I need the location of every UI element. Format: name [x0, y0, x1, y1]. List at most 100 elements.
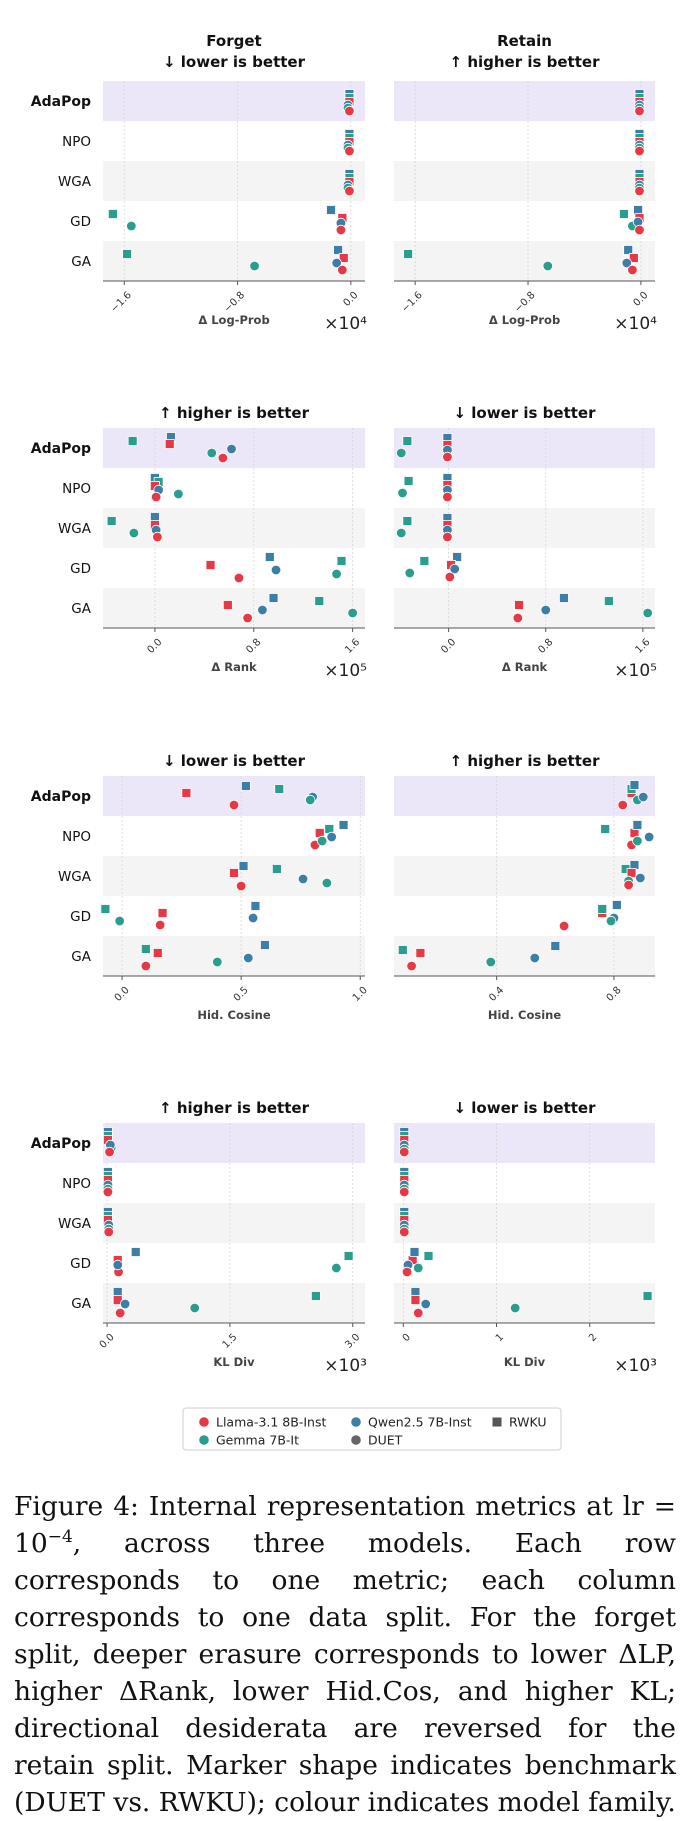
row-band-adapop-r0c0 — [103, 81, 365, 121]
point-wga-gemma-duet-r1c1 — [396, 527, 407, 539]
point-wga-gemma-rwku-r1c1 — [402, 516, 413, 526]
point-gd-qwen-rwku-r1c0 — [264, 552, 275, 562]
point-gd-qwen-rwku-r0c0 — [326, 205, 336, 215]
point-npo-gemma-rwku-r1c1 — [403, 476, 414, 486]
point-npo-llama-duet-r0c0 — [344, 145, 355, 157]
point-ga-qwen-duet-r0c1 — [621, 257, 632, 269]
caption-exponent: −4 — [47, 1527, 73, 1547]
point-adapop-qwen-rwku-r2c0 — [241, 781, 251, 791]
row-band-ga-r0c0 — [103, 241, 365, 281]
point-wga-gemma-rwku-r1c0 — [106, 516, 117, 526]
row-band-adapop-r1c1 — [394, 428, 655, 468]
point-npo-llama-duet-r1c0 — [150, 491, 162, 503]
point-wga-llama-duet-r1c0 — [152, 531, 163, 543]
panel-subtitle-r0c0: ↓ lower is better — [163, 53, 306, 71]
point-wga-qwen-rwku-r2c0 — [238, 861, 249, 871]
point-ga-gemma-rwku-r3c1 — [642, 1291, 653, 1301]
point-gd-llama-duet-r1c0 — [233, 572, 245, 584]
point-ga-gemma-duet-r0c0 — [249, 260, 260, 272]
point-ga-gemma-rwku-r3c0 — [310, 1291, 321, 1301]
point-adapop-gemma-duet-r1c1 — [396, 447, 407, 459]
point-adapop-llama-rwku-r2c0 — [181, 788, 192, 798]
point-adapop-gemma-duet-r2c0 — [305, 794, 316, 806]
x-tick-label-r3c0-0: 0.0 — [98, 1332, 117, 1351]
point-gd-qwen-duet-r1c0 — [270, 564, 282, 576]
point-npo-llama-duet-r1c1 — [442, 491, 453, 503]
row-band-adapop-r3c0 — [103, 1123, 365, 1163]
panel-subtitle-r2c1: ↑ higher is better — [450, 752, 601, 770]
column-title-forget: Forget — [206, 32, 261, 50]
x-axis-label-r0c0: Δ Log-Prob — [198, 313, 269, 327]
point-wga-llama-duet-r3c0 — [103, 1226, 114, 1238]
point-wga-llama-duet-r0c1 — [634, 185, 645, 197]
point-ga-qwen-rwku-r0c0 — [333, 245, 343, 255]
point-gd-qwen-duet-r3c0 — [112, 1259, 123, 1271]
row-band-wga-r1c1 — [394, 508, 655, 548]
point-ga-qwen-rwku-r0c1 — [623, 245, 634, 255]
legend-label-duet: DUET — [368, 1433, 403, 1448]
x-axis-label-r1c0: Δ Rank — [211, 660, 257, 674]
point-gd-gemma-duet-r2c1 — [605, 915, 617, 927]
point-ga-qwen-rwku-r2c0 — [260, 940, 270, 950]
point-npo-llama-duet-r3c1 — [399, 1186, 410, 1198]
point-wga-llama-duet-r0c0 — [344, 185, 355, 197]
point-gd-llama-rwku-r2c0 — [157, 908, 168, 918]
point-ga-llama-rwku-r2c0 — [152, 948, 163, 958]
point-gd-qwen-rwku-r2c1 — [611, 900, 622, 910]
panel-subtitle-r3c0: ↑ higher is better — [159, 1099, 310, 1117]
point-npo-qwen-rwku-r2c0 — [338, 820, 349, 830]
legend-box — [182, 1407, 562, 1451]
point-gd-llama-duet-r3c1 — [401, 1266, 413, 1278]
legend-label-rwku: RWKU — [509, 1415, 547, 1430]
x-tick-label-r0c1-0: −1.6 — [400, 290, 425, 315]
point-ga-llama-duet-r0c0 — [337, 264, 348, 276]
x-tick-label-r0c0-1: −0.8 — [222, 290, 247, 315]
row-label-npo-r1c0: NPO — [62, 481, 91, 497]
legend-marker-llama — [199, 1417, 209, 1427]
point-gd-gemma-rwku-r1c1 — [419, 556, 430, 566]
panel-subtitle-r3c1: ↓ lower is better — [453, 1099, 596, 1117]
x-tick-label-r1c0-2: 1.6 — [343, 637, 362, 656]
point-ga-llama-duet-r0c1 — [627, 264, 638, 276]
point-wga-llama-duet-r2c0 — [235, 880, 247, 892]
point-adapop-qwen-duet-r1c0 — [226, 443, 237, 455]
x-axis-exponent-r3c0: ×10³ — [324, 1356, 367, 1376]
row-label-adapop-r3c0: AdaPop — [31, 1136, 91, 1152]
point-adapop-llama-duet-r0c0 — [344, 105, 355, 117]
point-adapop-gemma-rwku-r2c0 — [274, 784, 285, 794]
point-npo-gemma-duet-r2c0 — [316, 835, 328, 847]
panel-subtitle-r1c0: ↑ higher is better — [159, 404, 310, 422]
row-label-gd-r0c0: GD — [70, 214, 91, 230]
point-gd-llama-duet-r2c1 — [558, 920, 570, 932]
panel-subtitle-r1c1: ↓ lower is better — [453, 404, 596, 422]
point-ga-gemma-rwku-r2c0 — [140, 944, 151, 954]
point-ga-qwen-duet-r3c1 — [420, 1298, 431, 1310]
point-adapop-llama-duet-r3c0 — [104, 1146, 115, 1158]
point-wga-llama-rwku-r2c0 — [229, 868, 239, 878]
caption-text: , across three models. Each row correspo… — [14, 1528, 676, 1818]
point-npo-qwen-duet-r2c1 — [643, 831, 655, 843]
point-ga-llama-rwku-r1c1 — [514, 600, 524, 610]
point-adapop-gemma-rwku-r1c1 — [402, 436, 413, 446]
point-gd-llama-duet-r0c0 — [335, 224, 347, 236]
figure-4-chart-grid: Forget Retain ↓ lower is better −1.6 −0.8 0.0… — [31, 32, 657, 1451]
caption-prefix: Figure 4: Internal representation metric… — [14, 1491, 676, 1559]
row-band-ga-r2c1 — [394, 936, 655, 976]
point-npo-qwen-duet-r2c0 — [326, 831, 337, 843]
row-band-adapop-r2c1 — [394, 776, 655, 816]
row-label-npo-r0c0: NPO — [62, 134, 91, 150]
point-ga-gemma-duet-r1c0 — [347, 607, 358, 619]
point-npo-gemma-rwku-r2c1 — [600, 824, 611, 834]
point-ga-gemma-rwku-r2c1 — [397, 945, 408, 955]
point-adapop-gemma-rwku-r1c0 — [127, 436, 138, 446]
row-label-ga-r2c0: GA — [71, 949, 91, 965]
row-label-wga-r0c0: WGA — [58, 174, 92, 190]
point-ga-llama-duet-r1c0 — [242, 612, 253, 624]
row-band-wga-r2c1 — [394, 856, 655, 896]
x-tick-label-r2c0-0: 0.0 — [113, 985, 132, 1004]
row-label-adapop-r0c0: AdaPop — [31, 94, 91, 110]
point-ga-qwen-duet-r1c0 — [257, 604, 268, 616]
point-gd-qwen-rwku-r2c0 — [250, 901, 261, 911]
point-gd-llama-duet-r2c0 — [154, 919, 166, 931]
point-npo-gemma-duet-r1c1 — [397, 487, 408, 499]
